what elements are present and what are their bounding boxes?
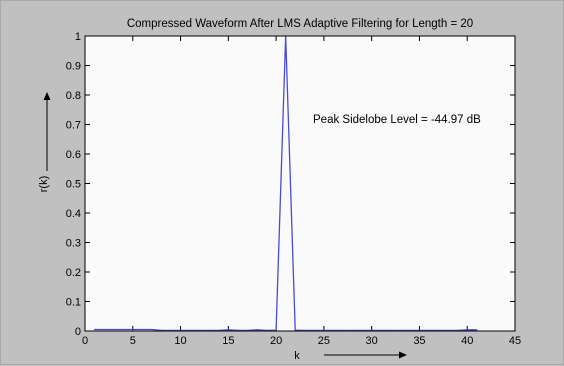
- data-point: [151, 328, 153, 331]
- data-point: [294, 329, 296, 331]
- plot-area: [85, 36, 515, 331]
- x-tick-label: 10: [174, 335, 186, 347]
- y-tick-label: 1: [75, 31, 81, 43]
- data-point: [466, 329, 468, 331]
- y-tick-label: 0.3: [66, 238, 81, 250]
- data-point: [93, 328, 96, 331]
- y-tick-label: 0.5: [66, 179, 81, 191]
- data-point: [113, 328, 115, 331]
- data-point: [122, 328, 124, 331]
- y-tick-label: 0.6: [66, 149, 81, 161]
- data-point: [227, 329, 229, 331]
- y-tick-label: 0.8: [66, 90, 81, 102]
- y-tick-label: 0.9: [66, 61, 81, 73]
- x-tick-label: 25: [318, 335, 330, 347]
- y-tick-label: 0.4: [66, 208, 81, 220]
- data-point: [275, 329, 277, 331]
- peak-sidelobe-annotation: Peak Sidelobe Level = -44.97 dB: [313, 114, 481, 126]
- x-tick-label: 5: [130, 335, 136, 347]
- x-tick-label: 45: [509, 335, 521, 347]
- y-tick-label: 0.7: [66, 120, 81, 132]
- y-axis-label: r(k): [38, 176, 50, 193]
- x-tick-label: 0: [82, 335, 88, 347]
- data-point: [141, 328, 143, 331]
- x-tick-label: 20: [270, 335, 282, 347]
- y-tick-label: 0: [75, 326, 81, 338]
- y-axis-arrow-head: [43, 92, 51, 100]
- chart-title: Compressed Waveform After LMS Adaptive F…: [127, 18, 473, 30]
- x-axis-label: k: [294, 350, 300, 362]
- data-point: [256, 329, 258, 331]
- ticks-layer: 0 5 10 15 20 25 30 35 40 45 0 0.1 0.2 0.3 0.4 0.5 0.6 0.7…: [66, 31, 521, 347]
- x-tick-label: 35: [413, 335, 425, 347]
- x-tick-label: 15: [222, 335, 234, 347]
- data-point: [476, 329, 478, 331]
- data-point: [103, 328, 105, 331]
- y-tick-label: 0.2: [66, 267, 81, 279]
- x-axis-arrow-head: [399, 351, 407, 359]
- plot-frame: [84, 35, 516, 332]
- data-point: [132, 328, 134, 331]
- x-tick-label: 40: [461, 335, 473, 347]
- y-tick-label: 0.1: [66, 297, 81, 309]
- x-tick-label: 30: [366, 335, 378, 347]
